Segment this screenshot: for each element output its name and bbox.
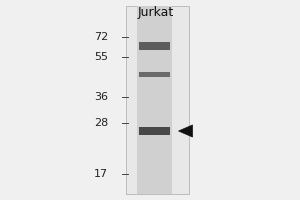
Bar — [139, 72, 170, 77]
Bar — [139, 127, 170, 135]
Text: 72: 72 — [94, 32, 108, 42]
Text: 17: 17 — [94, 169, 108, 179]
Bar — [126, 6, 189, 194]
Text: 36: 36 — [94, 92, 108, 102]
Text: Jurkat: Jurkat — [138, 6, 174, 19]
Bar — [139, 43, 170, 49]
Bar — [136, 6, 172, 194]
Text: 55: 55 — [94, 52, 108, 62]
Text: 28: 28 — [94, 118, 108, 128]
Polygon shape — [178, 125, 193, 137]
